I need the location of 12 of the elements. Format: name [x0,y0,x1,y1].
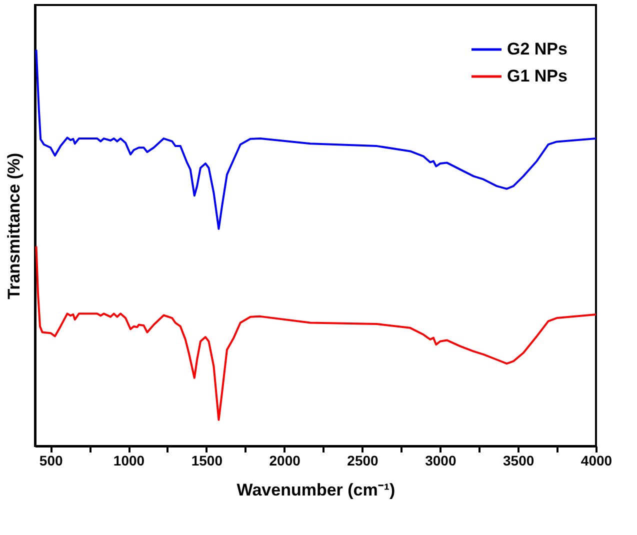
y-axis-title: Transmittance (%) [4,152,24,300]
legend-label: G1 NPs [507,66,568,86]
x-axis-title: Wavenumber (cm⁻¹) [236,480,396,500]
legend-label: G2 NPs [507,40,568,58]
x-tick-label: 4000 [580,452,612,468]
x-tick-label: 500 [39,452,63,468]
x-tick-label: 1500 [191,452,223,468]
x-tick-label: 3000 [425,452,456,468]
x-tick-label: 2500 [347,452,379,468]
x-tick-label: 1000 [113,452,145,468]
x-tick-label: 3500 [503,452,534,468]
x-tick-label: 2000 [269,452,301,468]
